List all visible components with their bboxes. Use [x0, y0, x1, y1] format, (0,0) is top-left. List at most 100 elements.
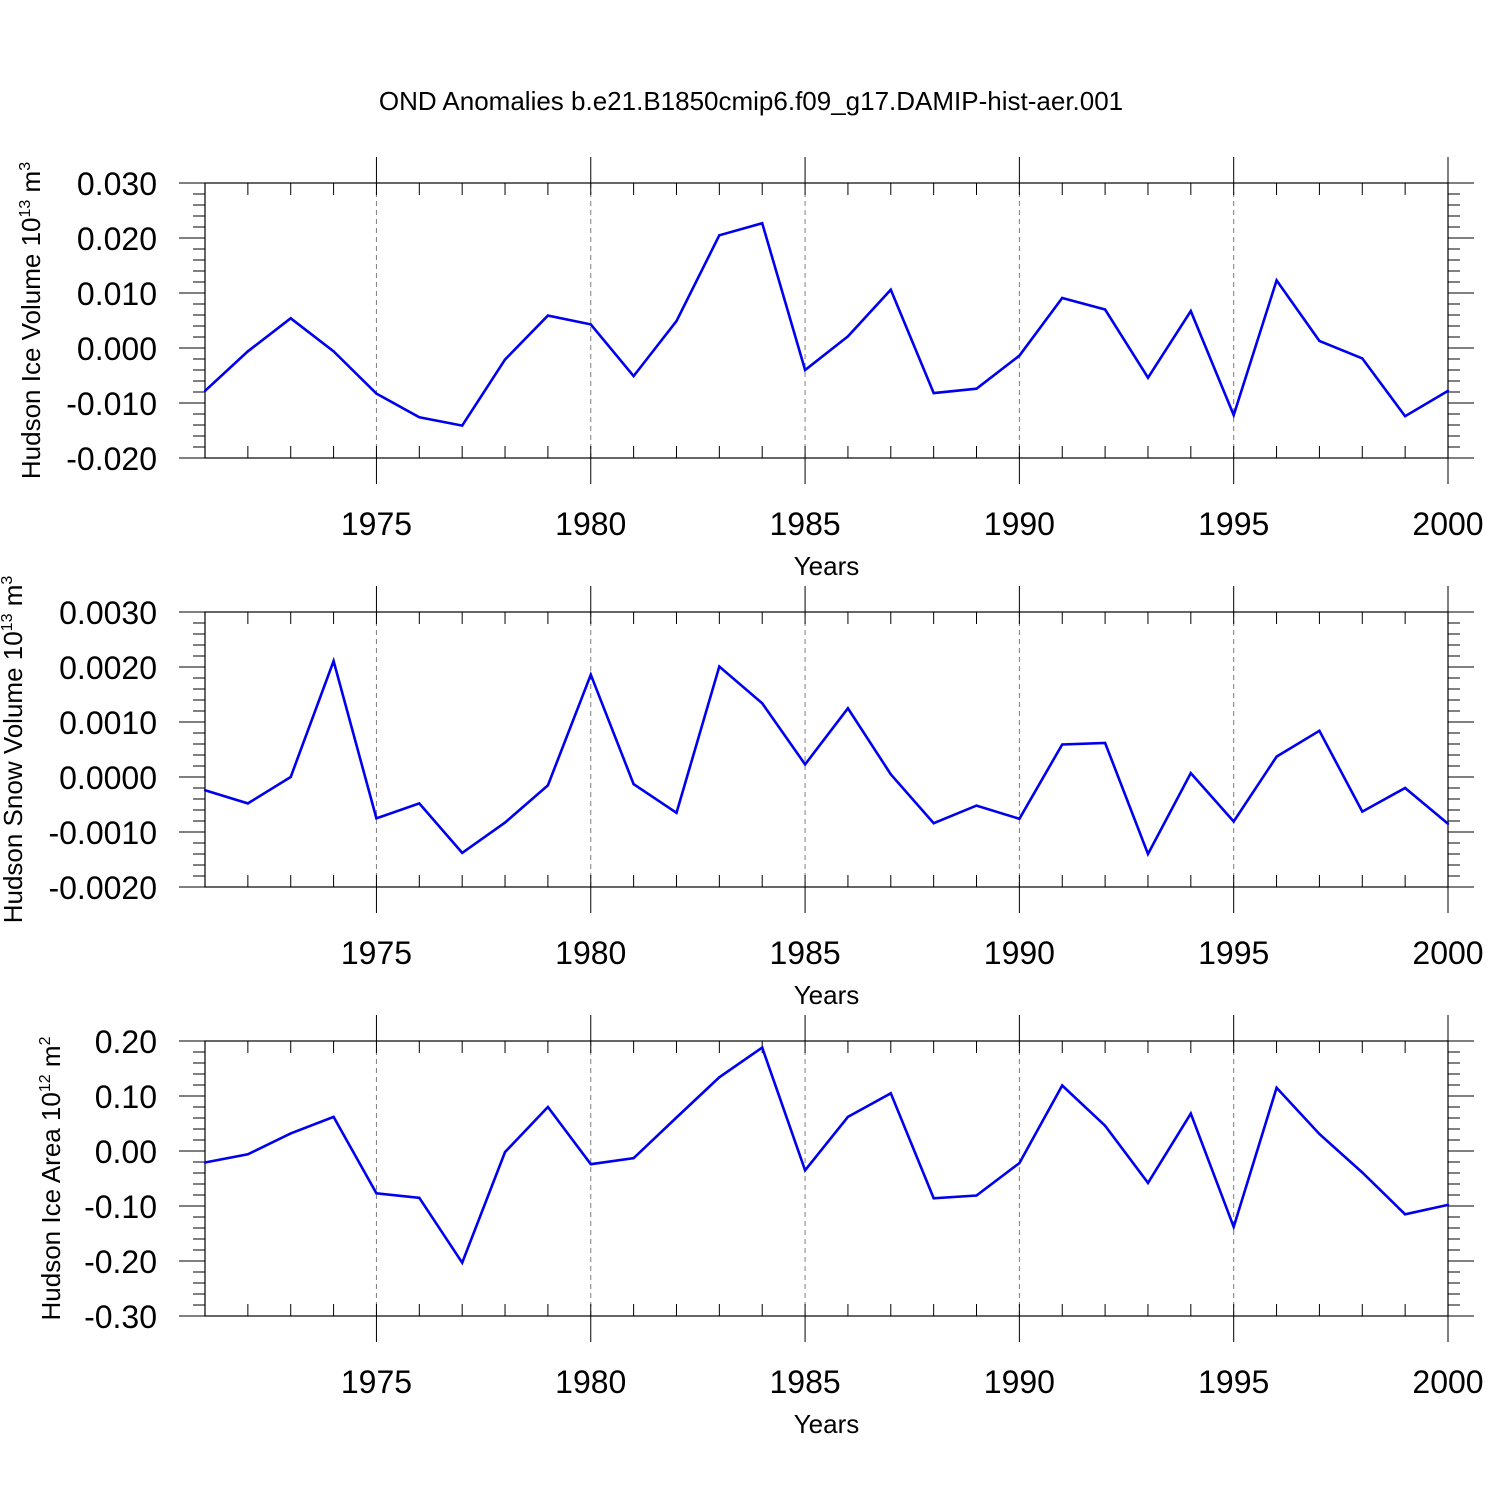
- data-point-1997: [1318, 1132, 1321, 1136]
- data-point-2000: [1446, 822, 1450, 825]
- data-point-1990: [1018, 1161, 1021, 1165]
- y-tick-label: 0.030: [77, 166, 157, 202]
- chart-title: OND Anomalies b.e21.B1850cmip6.f09_g17.D…: [379, 86, 1123, 116]
- x-tick-label: 1995: [1198, 506, 1269, 542]
- data-point-1985: [803, 1169, 807, 1172]
- data-point-1983: [718, 234, 721, 237]
- data-point-1978: [503, 358, 507, 361]
- y-tick-label: 0.0010: [59, 705, 157, 741]
- data-point-1982: [675, 319, 678, 323]
- data-point-1988: [932, 391, 935, 395]
- panels-group: -0.020 -0.010 0.000 0.010 0.020 0.030 1975 1980…: [0, 157, 1484, 1439]
- data-point-1971: [203, 789, 207, 792]
- data-point-2000: [1446, 389, 1450, 393]
- data-point-1993: [1146, 376, 1150, 379]
- x-tick-label: 1985: [769, 1364, 840, 1400]
- data-point-1980: [589, 1163, 592, 1166]
- y-tick-label: -0.010: [66, 386, 157, 422]
- data-point-1985: [803, 763, 807, 766]
- data-point-1971: [203, 389, 207, 393]
- data-point-1987: [889, 288, 892, 291]
- series-line: [204, 221, 1449, 428]
- data-point-1975: [375, 1192, 378, 1195]
- y-tick-label: 0.000: [77, 331, 157, 367]
- data-point-1980: [589, 673, 592, 676]
- panel-3: -0.30 -0.20 -0.10 0.00 0.10 0.20 1975 1980 1985 1…: [36, 1015, 1484, 1439]
- y-tick-label: -0.10: [84, 1189, 157, 1225]
- data-point-1977: [460, 424, 464, 427]
- data-point-1990: [1018, 817, 1021, 820]
- data-point-1998: [1361, 357, 1364, 360]
- y-axis-title: Hudson Ice Volume 1013 m3: [16, 162, 46, 479]
- data-point-1982: [675, 1116, 678, 1119]
- data-point-1979: [546, 314, 550, 317]
- data-point-1986: [846, 335, 850, 338]
- panel-1: -0.020 -0.010 0.000 0.010 0.020 0.030 1975 1980…: [16, 157, 1484, 581]
- data-point-1988: [932, 1197, 935, 1200]
- x-tick-label: 2000: [1412, 935, 1483, 971]
- y-tick-label: 0.20: [95, 1024, 157, 1060]
- data-point-1992: [1103, 1124, 1107, 1127]
- y-axis-title: Hudson Ice Area 1012 m2: [36, 1036, 66, 1320]
- data-point-1972: [246, 802, 250, 805]
- data-point-1975: [375, 817, 378, 820]
- series-line: [204, 1045, 1449, 1266]
- data-point-1981: [632, 374, 635, 378]
- data-point-1991: [1061, 1084, 1064, 1087]
- data-point-1990: [1018, 354, 1021, 357]
- data-point-1976: [418, 1196, 421, 1199]
- y-tick-label: 0.00: [95, 1134, 157, 1170]
- x-tick-label: 1980: [555, 1364, 626, 1400]
- x-tick-label: 1975: [341, 506, 412, 542]
- data-point-1988: [932, 822, 935, 825]
- x-tick-label: 2000: [1412, 1364, 1483, 1400]
- data-point-1994: [1189, 309, 1193, 313]
- plot-frame: [204, 1040, 1449, 1317]
- data-point-1999: [1403, 415, 1407, 418]
- x-axis-title: Years: [794, 1409, 860, 1439]
- y-tick-label: 0.0020: [59, 650, 157, 686]
- data-point-1987: [889, 773, 892, 776]
- data-point-2000: [1446, 1203, 1450, 1207]
- data-point-1995: [1232, 413, 1235, 417]
- data-point-1974: [332, 1115, 335, 1119]
- x-tick-label: 1990: [984, 1364, 1055, 1400]
- x-tick-label: 1995: [1198, 935, 1269, 971]
- data-point-1984: [761, 221, 764, 225]
- plot-frame: [204, 182, 1449, 459]
- x-tick-label: 1985: [769, 935, 840, 971]
- y-tick-label: -0.30: [84, 1299, 157, 1335]
- data-point-1979: [546, 1105, 550, 1109]
- y-tick-label: 0.10: [95, 1079, 157, 1115]
- data-point-1983: [718, 665, 721, 668]
- x-tick-label: 1980: [555, 935, 626, 971]
- data-point-1985: [803, 368, 807, 372]
- data-point-1992: [1103, 741, 1107, 745]
- y-tick-label: -0.020: [66, 441, 157, 477]
- x-tick-label: 1995: [1198, 1364, 1269, 1400]
- data-point-1976: [418, 416, 421, 419]
- data-point-1996: [1275, 755, 1278, 758]
- data-point-1997: [1318, 729, 1321, 732]
- data-point-1997: [1318, 339, 1321, 343]
- panel-2: -0.0020 -0.0010 0.0000 0.0010 0.0020 0.0030 19…: [0, 576, 1484, 1010]
- data-point-1972: [246, 350, 250, 353]
- data-point-1978: [503, 821, 507, 824]
- x-tick-label: 1980: [555, 506, 626, 542]
- data-point-1989: [975, 1194, 978, 1197]
- data-point-1991: [1061, 743, 1064, 746]
- y-tick-label: 0.0000: [59, 760, 157, 796]
- x-tick-label: 1975: [341, 935, 412, 971]
- data-point-1975: [375, 392, 378, 395]
- data-point-1998: [1361, 810, 1364, 813]
- data-point-1973: [289, 775, 292, 779]
- data-point-1977: [460, 851, 464, 855]
- data-point-1996: [1275, 1086, 1278, 1089]
- data-point-1984: [761, 702, 764, 705]
- data-point-1974: [332, 659, 335, 663]
- data-point-1994: [1189, 1112, 1193, 1115]
- data-point-1991: [1061, 296, 1064, 300]
- data-point-1994: [1189, 771, 1193, 775]
- y-tick-label: 0.020: [77, 221, 157, 257]
